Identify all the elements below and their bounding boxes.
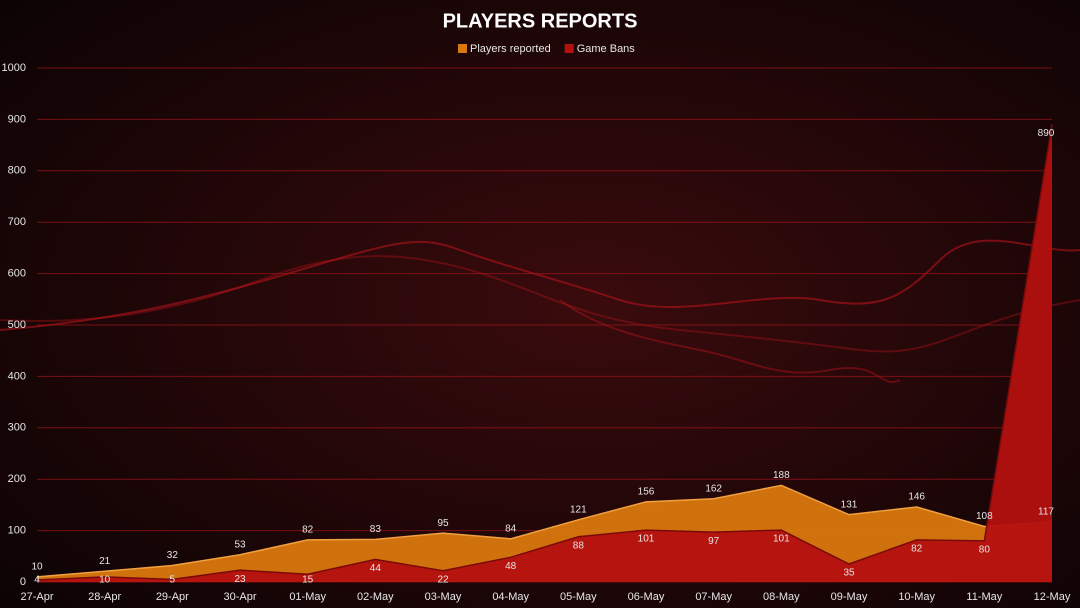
data-label: 121	[570, 504, 587, 515]
data-label: 88	[573, 540, 585, 551]
data-label: 890	[1038, 128, 1055, 139]
x-tick-label: 29-Apr	[156, 591, 189, 603]
y-tick-label: 200	[8, 473, 26, 485]
y-tick-label: 0	[20, 576, 26, 588]
lightning-decoration	[0, 239, 1080, 383]
y-tick-label: 800	[8, 165, 26, 177]
x-tick-label: 02-May	[357, 591, 394, 603]
y-tick-label: 900	[8, 113, 26, 125]
data-label: 32	[167, 550, 179, 561]
data-label: 82	[911, 543, 923, 554]
data-label: 15	[302, 575, 314, 586]
y-tick-label: 1000	[2, 62, 26, 74]
legend-swatch	[564, 44, 574, 53]
y-tick-label: 500	[8, 319, 26, 331]
data-label: 156	[638, 486, 655, 497]
data-label: 95	[437, 518, 449, 529]
legend-swatch	[458, 44, 467, 53]
data-label: 53	[234, 539, 246, 550]
data-label: 131	[841, 499, 858, 510]
data-label: 146	[908, 492, 925, 503]
x-tick-label: 01-May	[289, 591, 326, 603]
y-tick-label: 400	[8, 370, 26, 382]
x-tick-label: 05-May	[560, 591, 597, 603]
chart-title: PLAYERS REPORTS	[443, 10, 638, 32]
area-line	[36, 484, 1053, 578]
data-label: 22	[437, 574, 449, 585]
data-label: 10	[99, 575, 111, 586]
legend-label: Game Bans	[577, 43, 636, 55]
x-tick-label: 28-Apr	[88, 591, 121, 603]
data-label: 44	[370, 563, 382, 574]
data-label: 188	[773, 470, 790, 481]
data-label: 101	[773, 534, 790, 545]
y-tick-label: 700	[8, 216, 26, 228]
data-label: 162	[705, 483, 722, 494]
data-label: 4	[34, 575, 40, 586]
y-tick-label: 600	[8, 268, 26, 280]
data-label: 5	[170, 575, 176, 586]
legend-label: Players reported	[470, 43, 551, 55]
data-label: 117	[1038, 507, 1054, 518]
x-tick-label: 03-May	[425, 591, 462, 603]
x-tick-label: 11-May	[966, 591, 1002, 603]
x-tick-label: 07-May	[695, 591, 732, 603]
data-label: 21	[99, 556, 111, 567]
data-label: 108	[976, 511, 993, 522]
data-label: 35	[843, 568, 855, 579]
y-tick-label: 300	[8, 422, 26, 434]
x-tick-label: 06-May	[628, 591, 665, 603]
data-label: 23	[234, 574, 246, 585]
x-tick-label: 08-May	[763, 591, 800, 603]
x-tick-label: 10-May	[898, 591, 935, 603]
data-label: 82	[302, 524, 314, 535]
area-line	[36, 124, 1053, 581]
data-label: 84	[505, 523, 517, 534]
x-tick-label: 27-Apr	[20, 591, 53, 603]
data-label: 97	[708, 536, 720, 547]
x-tick-label: 09-May	[831, 591, 868, 603]
data-label: 83	[370, 524, 382, 535]
x-tick-label: 04-May	[492, 591, 529, 603]
x-tick-label: 30-Apr	[223, 591, 256, 603]
data-label: 80	[979, 545, 991, 556]
x-tick-label: 12-May	[1034, 591, 1071, 603]
data-label: 10	[31, 562, 43, 573]
y-tick-label: 100	[8, 525, 26, 537]
data-label: 101	[638, 534, 655, 545]
data-label: 48	[505, 561, 517, 572]
